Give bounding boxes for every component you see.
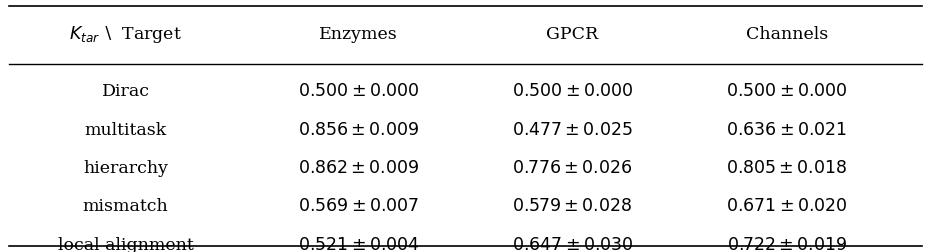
Text: local alignment: local alignment	[58, 237, 194, 252]
Text: $0.569 \pm 0.007$: $0.569 \pm 0.007$	[298, 198, 419, 215]
Text: $0.856 \pm 0.009$: $0.856 \pm 0.009$	[298, 122, 419, 139]
Text: Channels: Channels	[746, 25, 828, 43]
Text: Enzymes: Enzymes	[319, 25, 398, 43]
Text: $0.647 \pm 0.030$: $0.647 \pm 0.030$	[512, 237, 633, 252]
Text: $0.500 \pm 0.000$: $0.500 \pm 0.000$	[726, 83, 847, 101]
Text: GPCR: GPCR	[546, 25, 599, 43]
Text: hierarchy: hierarchy	[83, 160, 169, 177]
Text: $0.500 \pm 0.000$: $0.500 \pm 0.000$	[512, 83, 633, 101]
Text: $0.521 \pm 0.004$: $0.521 \pm 0.004$	[298, 237, 419, 252]
Text: $0.477 \pm 0.025$: $0.477 \pm 0.025$	[512, 122, 633, 139]
Text: Dirac: Dirac	[101, 83, 150, 101]
Text: $0.722 \pm 0.019$: $0.722 \pm 0.019$	[726, 237, 847, 252]
Text: $K_{tar}\setminus$ Target: $K_{tar}\setminus$ Target	[69, 23, 182, 45]
Text: $0.579 \pm 0.028$: $0.579 \pm 0.028$	[512, 198, 633, 215]
Text: $0.776 \pm 0.026$: $0.776 \pm 0.026$	[512, 160, 633, 177]
Text: multitask: multitask	[85, 122, 167, 139]
Text: $0.636 \pm 0.021$: $0.636 \pm 0.021$	[726, 122, 847, 139]
Text: $0.500 \pm 0.000$: $0.500 \pm 0.000$	[298, 83, 419, 101]
Text: mismatch: mismatch	[83, 198, 169, 215]
Text: $0.671 \pm 0.020$: $0.671 \pm 0.020$	[726, 198, 847, 215]
Text: $0.862 \pm 0.009$: $0.862 \pm 0.009$	[298, 160, 419, 177]
Text: $0.805 \pm 0.018$: $0.805 \pm 0.018$	[726, 160, 847, 177]
